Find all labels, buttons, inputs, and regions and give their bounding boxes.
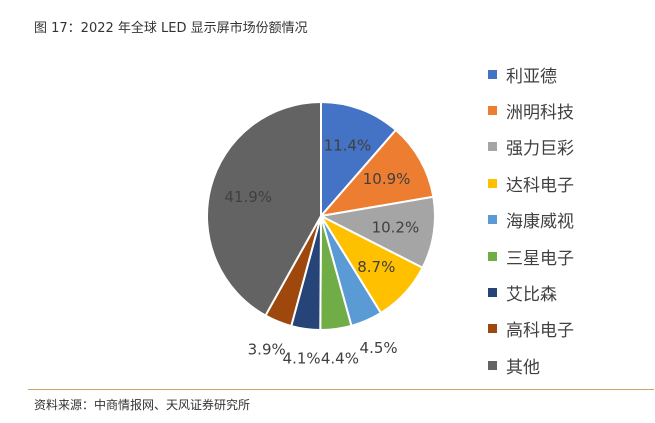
legend-item: 其他 xyxy=(488,347,574,383)
slice-data-label: 41.9% xyxy=(224,188,272,206)
legend-label: 洲明科技 xyxy=(506,103,574,124)
legend-label: 高科电子 xyxy=(506,321,574,342)
legend-label: 利亚德 xyxy=(506,66,557,87)
legend-label: 达科电子 xyxy=(506,175,574,196)
legend-swatch xyxy=(488,106,497,116)
legend-item: 艾比森 xyxy=(488,274,574,310)
slice-data-label: 11.4% xyxy=(324,137,372,155)
legend-swatch xyxy=(488,288,497,298)
legend-item: 高科电子 xyxy=(488,311,574,347)
legend-swatch xyxy=(488,360,497,370)
legend-item: 达科电子 xyxy=(488,165,574,201)
chart-title: 图 17：2022 年全球 LED 显示屏市场份额情况 xyxy=(34,21,308,36)
slice-data-label: 10.9% xyxy=(363,170,411,188)
legend-label: 强力巨彩 xyxy=(506,139,574,160)
footer-divider xyxy=(28,389,654,390)
slice-data-label: 10.2% xyxy=(372,218,420,236)
slice-data-label: 3.9% xyxy=(248,340,286,358)
legend-swatch xyxy=(488,142,497,152)
legend-label: 三星电子 xyxy=(506,248,574,269)
legend-label: 艾比森 xyxy=(506,285,557,306)
pie-slice xyxy=(320,100,398,219)
slice-data-label: 8.7% xyxy=(357,258,395,276)
legend-swatch xyxy=(488,178,497,188)
legend-item: 海康威视 xyxy=(488,202,574,238)
pie-slice xyxy=(206,100,322,317)
slice-data-label: 4.5% xyxy=(360,339,398,357)
legend-swatch xyxy=(488,251,497,261)
legend-item: 三星电子 xyxy=(488,238,574,274)
slice-data-label: 4.4% xyxy=(321,350,359,368)
legend-swatch xyxy=(488,69,497,79)
chart-legend: 利亚德洲明科技强力巨彩达科电子海康威视三星电子艾比森高科电子其他 xyxy=(488,56,574,384)
pie-slice xyxy=(317,195,436,270)
legend-item: 利亚德 xyxy=(488,56,574,92)
slice-data-label: 4.1% xyxy=(283,350,321,368)
source-note: 资料来源：中商情报网、天风证券研究所 xyxy=(34,398,251,412)
legend-label: 海康威视 xyxy=(506,212,574,233)
legend-swatch xyxy=(488,215,497,225)
legend-item: 强力巨彩 xyxy=(488,129,574,165)
legend-label: 其他 xyxy=(506,357,540,378)
pie-slice xyxy=(318,128,435,218)
legend-swatch xyxy=(488,324,497,334)
legend-item: 洲明科技 xyxy=(488,92,574,128)
